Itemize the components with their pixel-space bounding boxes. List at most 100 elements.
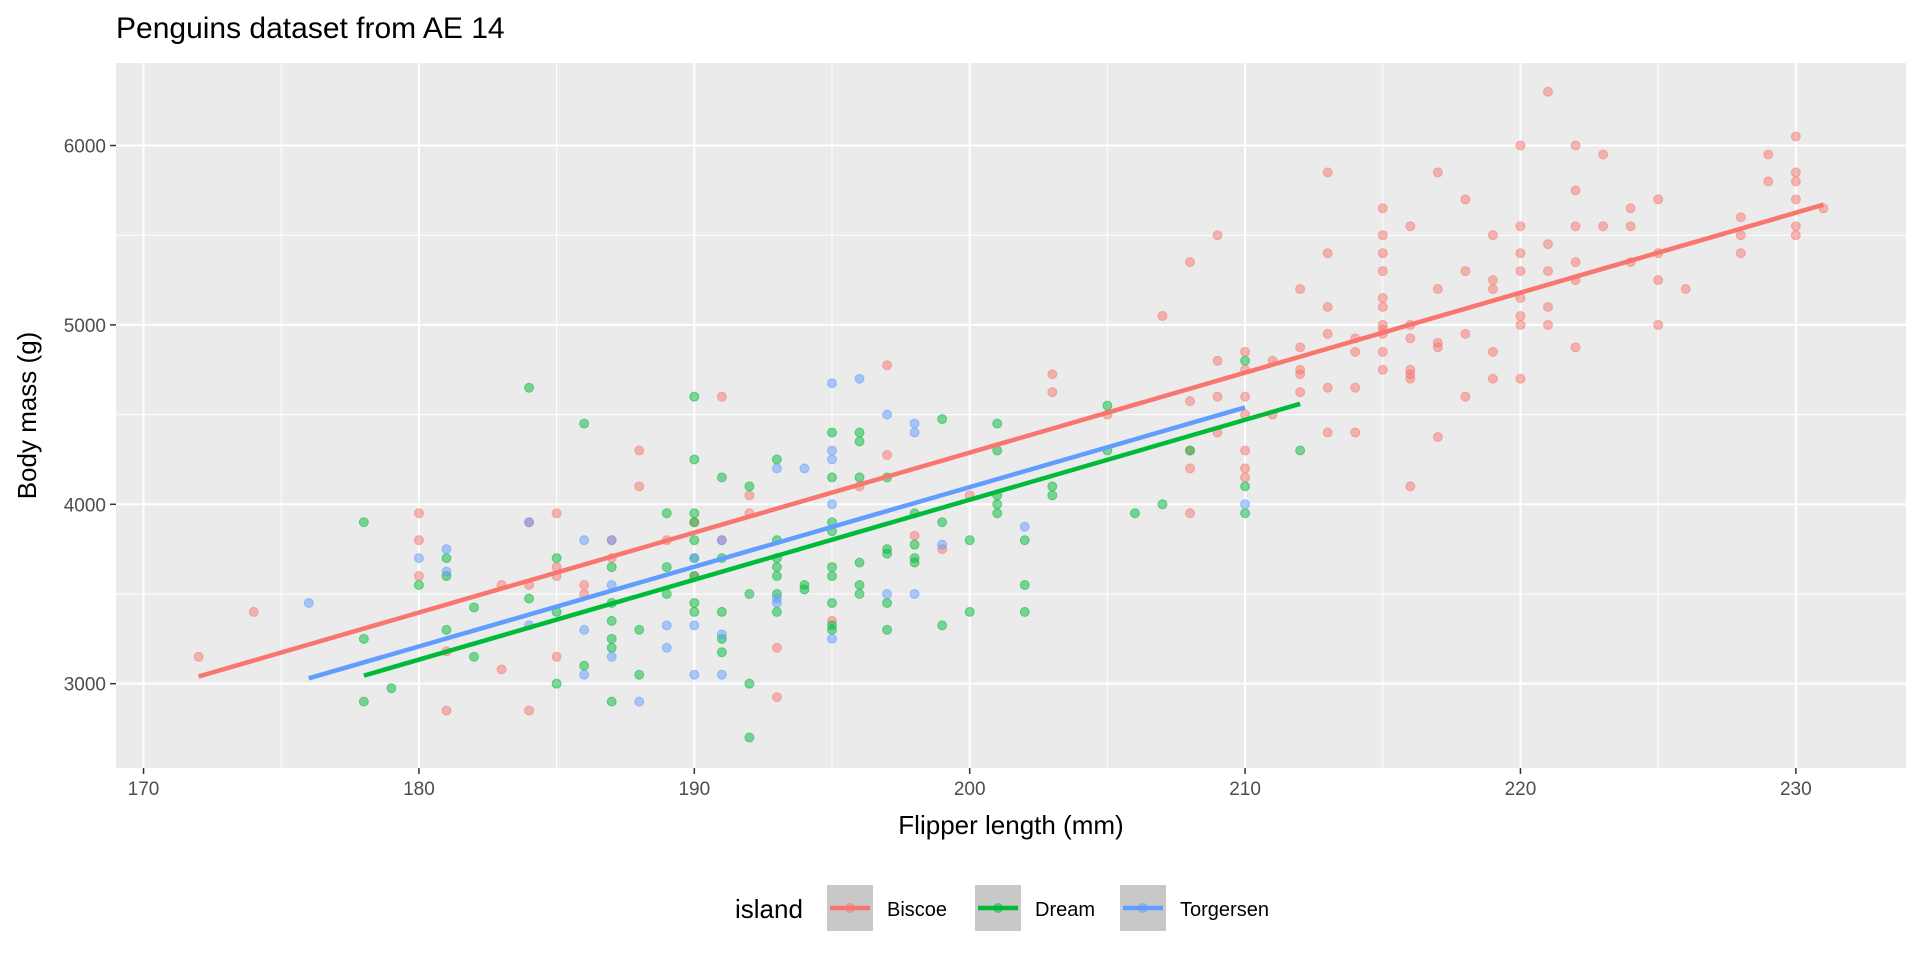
point-dream (854, 580, 865, 591)
legend-key-point (993, 903, 1003, 913)
point-dream (689, 517, 700, 528)
point-biscoe (1405, 373, 1416, 384)
x-axis: 170 180 190 200 210 220 230 (128, 768, 1812, 800)
fit-lines (197, 202, 1825, 681)
point-torgersen (716, 629, 727, 640)
point-biscoe (1790, 167, 1801, 178)
x-tick-label: 190 (678, 779, 710, 800)
legend-label: Torgersen (1180, 899, 1269, 921)
point-dream (854, 427, 865, 438)
point-biscoe (716, 391, 727, 402)
point-biscoe (1185, 396, 1195, 407)
point-biscoe (413, 508, 424, 519)
point-biscoe (1735, 230, 1746, 241)
fit-line-biscoe (197, 202, 1825, 679)
point-torgersen (579, 535, 590, 546)
point-biscoe (551, 651, 562, 662)
point-biscoe (413, 571, 424, 582)
point-dream (634, 624, 645, 635)
point-dream (854, 472, 865, 483)
point-biscoe (1515, 221, 1526, 232)
point-dream (827, 571, 837, 582)
point-dream (1019, 606, 1030, 617)
point-dream (606, 633, 617, 644)
point-biscoe (1377, 293, 1388, 303)
point-biscoe (1487, 373, 1498, 384)
point-dream (579, 418, 590, 429)
point-biscoe (1212, 230, 1223, 241)
point-dream (1047, 481, 1058, 492)
point-biscoe (579, 580, 590, 591)
point-dream (1240, 508, 1251, 519)
point-biscoe (1240, 391, 1251, 402)
point-torgersen (579, 624, 590, 635)
point-torgersen (882, 409, 893, 420)
legend-label: Dream (1035, 899, 1095, 921)
point-dream (1157, 499, 1168, 510)
point-dream (827, 472, 837, 483)
point-dream (1102, 400, 1113, 411)
point-biscoe (1460, 328, 1471, 339)
point-torgersen (634, 696, 645, 707)
point-biscoe (1377, 248, 1388, 259)
point-dream (771, 606, 782, 617)
point-biscoe (1322, 382, 1333, 393)
x-tick-label: 200 (954, 779, 986, 800)
point-dream (358, 696, 369, 707)
point-dream (413, 580, 424, 591)
point-dream (716, 647, 727, 658)
point-dream (689, 535, 700, 546)
legend-key-point (1138, 903, 1148, 913)
point-torgersen (827, 499, 837, 510)
point-dream (964, 535, 975, 546)
point-biscoe (1570, 342, 1581, 353)
point-biscoe (744, 490, 755, 501)
point-biscoe (909, 530, 920, 541)
point-torgersen (689, 669, 700, 680)
point-biscoe (1460, 266, 1471, 277)
point-dream (827, 597, 837, 608)
point-biscoe (1185, 463, 1195, 474)
point-dream (551, 553, 562, 564)
point-biscoe (1515, 373, 1526, 384)
point-torgersen (771, 463, 782, 474)
point-dream (882, 597, 893, 608)
point-dream (992, 508, 1003, 519)
point-dream (1047, 490, 1058, 501)
point-biscoe (634, 481, 645, 492)
point-dream (689, 597, 700, 608)
point-dream (634, 669, 645, 680)
point-biscoe (1543, 86, 1553, 97)
point-biscoe (1350, 427, 1361, 438)
point-biscoe (1570, 257, 1581, 268)
legend-label: Biscoe (887, 899, 947, 921)
point-biscoe (1543, 301, 1553, 312)
point-torgersen (1019, 521, 1030, 532)
point-torgersen (579, 669, 590, 680)
point-dream (469, 602, 479, 613)
point-dream (358, 633, 369, 644)
point-biscoe (1322, 167, 1333, 178)
point-dream (606, 615, 617, 626)
point-torgersen (799, 463, 810, 474)
point-biscoe (1240, 445, 1251, 456)
point-biscoe (1543, 266, 1553, 277)
x-tick-label: 220 (1505, 779, 1537, 800)
point-torgersen (882, 588, 893, 599)
point-dream (661, 508, 672, 519)
point-torgersen (689, 620, 700, 631)
point-biscoe (413, 535, 424, 546)
point-dream (689, 391, 700, 402)
point-torgersen (413, 553, 424, 564)
point-biscoe (1322, 427, 1333, 438)
point-dream (771, 454, 782, 465)
point-biscoe (1295, 342, 1306, 353)
y-tick-label: 3000 (64, 675, 106, 696)
point-dream (524, 382, 535, 393)
point-dream (1019, 535, 1030, 546)
point-biscoe (1487, 284, 1498, 295)
point-dream (716, 606, 727, 617)
point-biscoe (1487, 230, 1498, 241)
